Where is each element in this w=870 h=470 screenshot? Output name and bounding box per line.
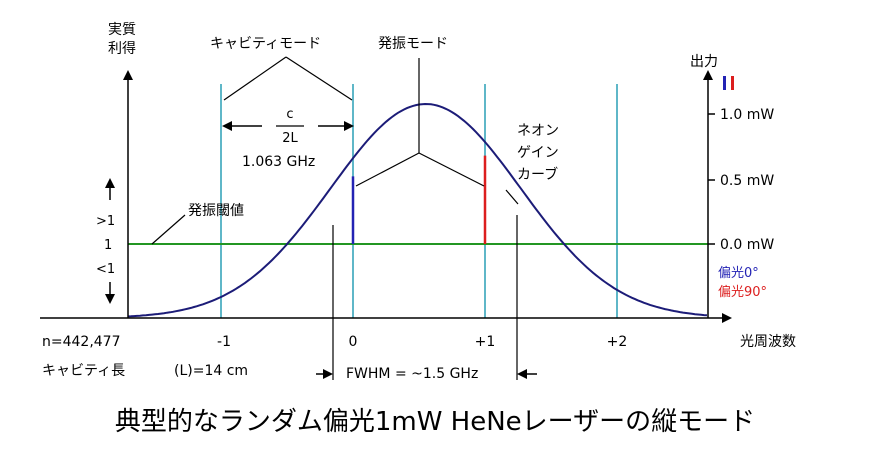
osc-pointer-right (418, 152, 485, 187)
spacing-label: 1.063 GHz (242, 154, 315, 170)
x-tick-0: 0 (349, 334, 358, 350)
legend-pol0-label: 偏光0° (718, 266, 759, 281)
x-tick-minus1: -1 (217, 334, 231, 350)
right-tick-label-1: 1.0 mW (720, 107, 774, 123)
osc-pointer-left (355, 152, 420, 187)
fwhm-label: FWHM = ~1.5 GHz (346, 366, 478, 382)
right-tick-label-0: 0.0 mW (720, 237, 774, 253)
right-axis-title: 出力 (690, 54, 718, 70)
legend-pol90-label: 偏光90° (718, 285, 767, 300)
left-axis-title-2: 利得 (108, 40, 136, 57)
cavity-pointer-left (223, 56, 287, 101)
threshold-label: 発振閾値 (188, 203, 244, 219)
neon-label-3: カーブ (517, 166, 558, 183)
x-tick-plus1: +1 (475, 334, 496, 350)
gain-curve (127, 102, 708, 318)
gain-gt1-label: >1 (96, 214, 115, 229)
neon-label-2: ゲイン (517, 145, 559, 161)
c-label: c (286, 107, 293, 122)
caption: 典型的なランダム偏光1mW HeNeレーザーの縦モード (115, 407, 755, 437)
legend-pol0-mark (723, 76, 726, 90)
n-value: n=442,477 (42, 334, 121, 350)
left-axis-title-1: 実質 (108, 22, 136, 38)
cavity-modes-label: キャビティモード (210, 36, 321, 52)
x-tick-plus2: +2 (607, 334, 628, 350)
cavity-pointer-right (285, 56, 353, 101)
x-axis-title: 光周波数 (740, 334, 796, 350)
cavity-length-value: (L)=14 cm (174, 363, 248, 379)
cavity-length-label: キャビティ長 (42, 363, 125, 379)
2l-label: 2L (282, 131, 298, 146)
gain-one-label: 1 (104, 238, 112, 253)
threshold-pointer (151, 214, 186, 245)
neon-label-1: ネオン (517, 123, 559, 139)
oscillating-modes-label: 発振モード (378, 36, 448, 52)
neon-gain-pointer (505, 189, 519, 205)
gain-lt1-label: <1 (96, 262, 115, 277)
legend-pol90-mark (731, 76, 734, 90)
right-tick-label-05: 0.5 mW (720, 173, 774, 189)
